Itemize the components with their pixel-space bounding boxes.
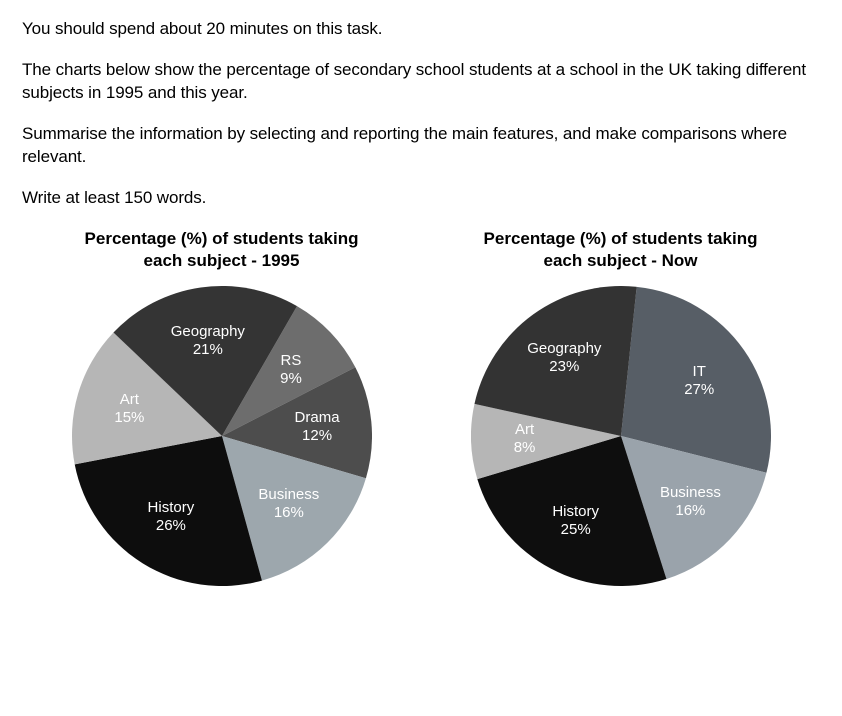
instruction-line-4: Write at least 150 words. [22, 187, 820, 210]
chart-now-title-line1: Percentage (%) of students taking [484, 229, 758, 248]
instruction-line-3: Summarise the information by selecting a… [22, 123, 820, 169]
pie-chart-now: IT27%Business16%History25%Art8%Geography… [471, 286, 771, 586]
chart-1995: Percentage (%) of students taking each s… [32, 228, 412, 586]
instruction-line-2: The charts below show the percentage of … [22, 59, 820, 105]
charts-row: Percentage (%) of students taking each s… [22, 228, 820, 586]
pie-chart-1995: RS9%Drama12%Business16%History26%Art15%G… [72, 286, 372, 586]
chart-now-title: Percentage (%) of students taking each s… [484, 228, 758, 272]
chart-now: Percentage (%) of students taking each s… [431, 228, 811, 586]
chart-1995-title: Percentage (%) of students taking each s… [85, 228, 359, 272]
chart-1995-title-line1: Percentage (%) of students taking [85, 229, 359, 248]
instruction-line-1: You should spend about 20 minutes on thi… [22, 18, 820, 41]
chart-now-title-line2: each subject - Now [544, 251, 698, 270]
chart-1995-title-line2: each subject - 1995 [144, 251, 300, 270]
instructions-block: You should spend about 20 minutes on thi… [22, 18, 820, 210]
